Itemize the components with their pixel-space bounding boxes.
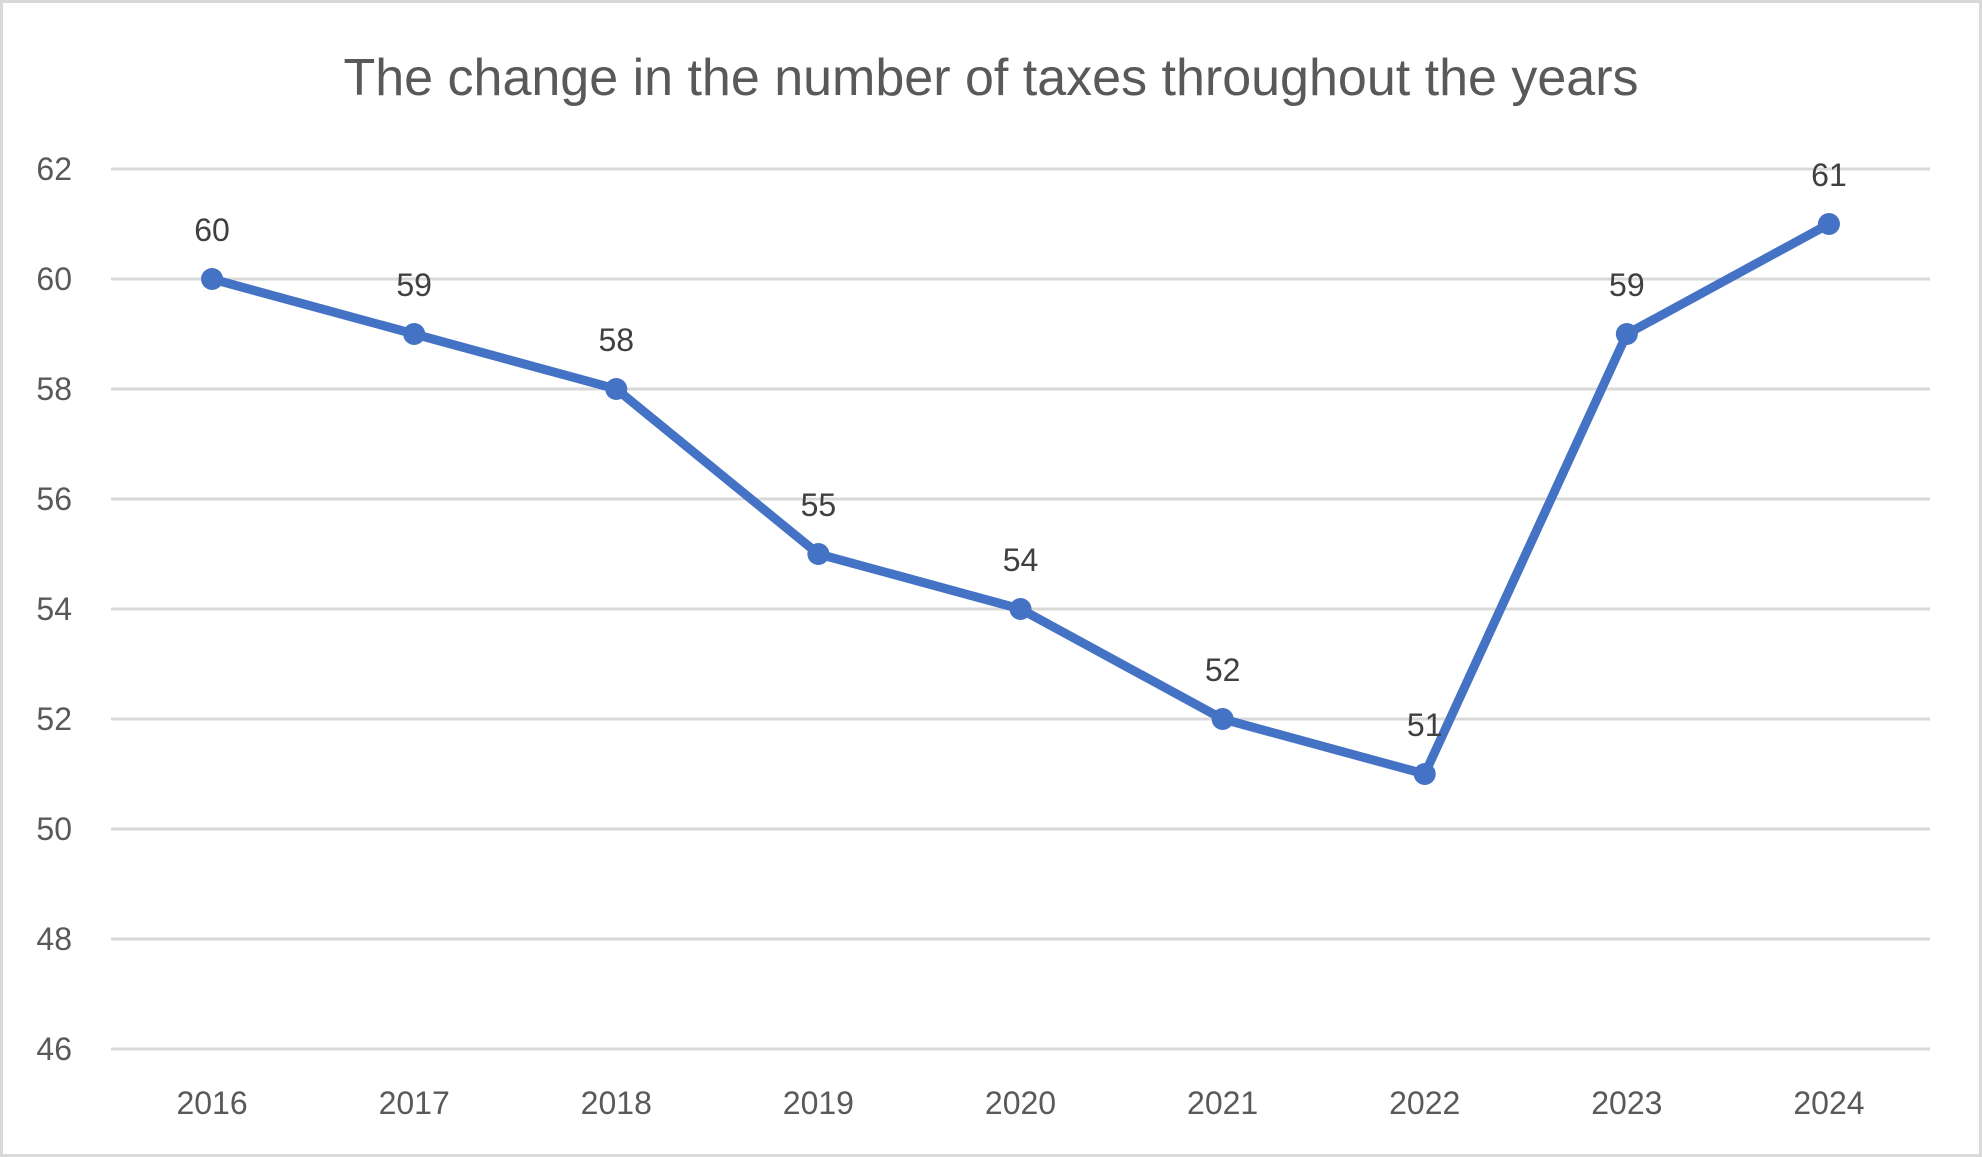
data-label: 59 bbox=[396, 267, 432, 303]
x-tick-label: 2023 bbox=[1591, 1085, 1662, 1121]
gridlines bbox=[111, 167, 1930, 1051]
data-label: 51 bbox=[1407, 707, 1443, 743]
data-point bbox=[403, 323, 426, 345]
chart-title: The change in the number of taxes throug… bbox=[343, 49, 1638, 107]
data-point bbox=[1413, 763, 1436, 785]
data-point bbox=[1615, 323, 1638, 345]
data-point bbox=[807, 543, 830, 565]
y-axis-ticks: 46 48 50 52 54 56 58 60 62 bbox=[36, 151, 72, 1067]
y-tick-label: 62 bbox=[36, 151, 72, 187]
x-tick-label: 2017 bbox=[379, 1085, 450, 1121]
data-labels: 60 59 58 55 54 52 51 59 61 bbox=[194, 157, 1846, 743]
data-point bbox=[1009, 598, 1032, 620]
data-label: 58 bbox=[598, 322, 634, 358]
x-tick-label: 2018 bbox=[581, 1085, 652, 1121]
data-point bbox=[1817, 213, 1840, 235]
x-tick-label: 2024 bbox=[1793, 1085, 1864, 1121]
y-tick-label: 46 bbox=[36, 1031, 72, 1067]
y-tick-label: 54 bbox=[36, 591, 72, 627]
data-point bbox=[1211, 708, 1234, 730]
x-tick-label: 2020 bbox=[985, 1085, 1056, 1121]
data-label: 55 bbox=[801, 487, 837, 523]
data-label: 61 bbox=[1811, 157, 1847, 193]
y-tick-label: 60 bbox=[36, 261, 72, 297]
x-tick-label: 2022 bbox=[1389, 1085, 1460, 1121]
data-label: 59 bbox=[1609, 267, 1645, 303]
y-tick-label: 58 bbox=[36, 371, 72, 407]
data-point bbox=[605, 378, 628, 400]
x-axis-ticks: 2016 2017 2018 2019 2020 2021 2022 2023 2024 bbox=[176, 1085, 1864, 1121]
x-tick-label: 2021 bbox=[1187, 1085, 1258, 1121]
data-label: 52 bbox=[1205, 652, 1241, 688]
y-tick-label: 56 bbox=[36, 481, 72, 517]
series-line-group bbox=[201, 213, 1840, 785]
data-point bbox=[201, 268, 224, 290]
data-label: 54 bbox=[1003, 542, 1039, 578]
y-tick-label: 50 bbox=[36, 811, 72, 847]
data-label: 60 bbox=[194, 212, 230, 248]
x-tick-label: 2019 bbox=[783, 1085, 854, 1121]
y-tick-label: 48 bbox=[36, 921, 72, 957]
y-tick-label: 52 bbox=[36, 701, 72, 737]
x-tick-label: 2016 bbox=[176, 1085, 247, 1121]
